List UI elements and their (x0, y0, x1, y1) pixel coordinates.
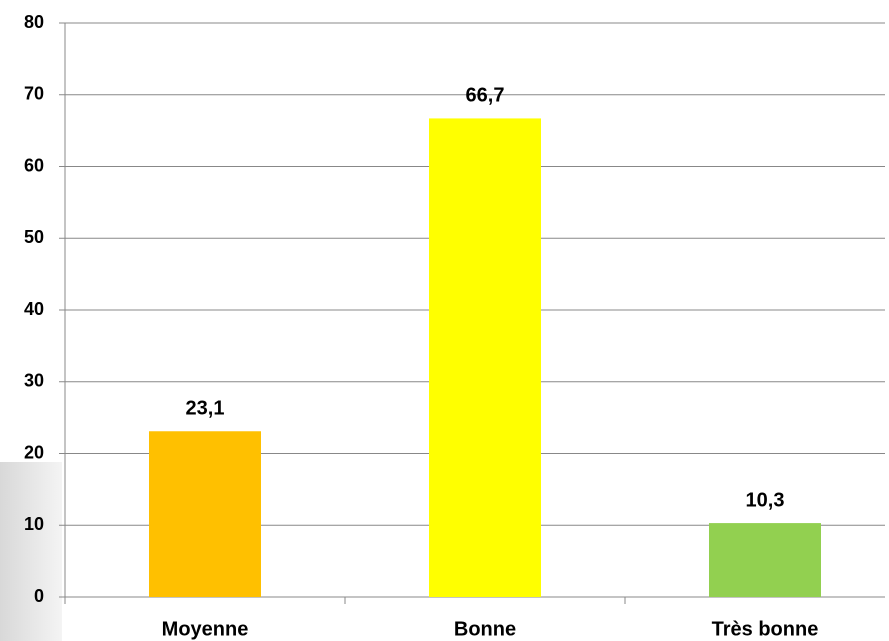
y-tick-label: 80 (24, 12, 44, 32)
bar (709, 523, 821, 597)
data-label: 10,3 (746, 489, 785, 511)
bar (429, 118, 541, 598)
background-shade (0, 462, 62, 641)
data-label: 23,1 (186, 398, 225, 420)
x-tick-label: Moyenne (162, 618, 249, 640)
y-tick-label: 50 (24, 227, 44, 247)
y-tick-label: 20 (24, 442, 44, 462)
y-tick-label: 60 (24, 155, 44, 175)
x-tick-label: Bonne (454, 618, 516, 640)
y-tick-label: 40 (24, 299, 44, 319)
x-tick-label: Très bonne (712, 618, 819, 640)
bar (149, 431, 261, 597)
y-tick-label: 10 (24, 514, 44, 534)
y-tick-label: 30 (24, 371, 44, 391)
y-tick-label: 0 (34, 586, 44, 606)
y-tick-label: 70 (24, 84, 44, 104)
data-label: 66,7 (466, 85, 505, 107)
